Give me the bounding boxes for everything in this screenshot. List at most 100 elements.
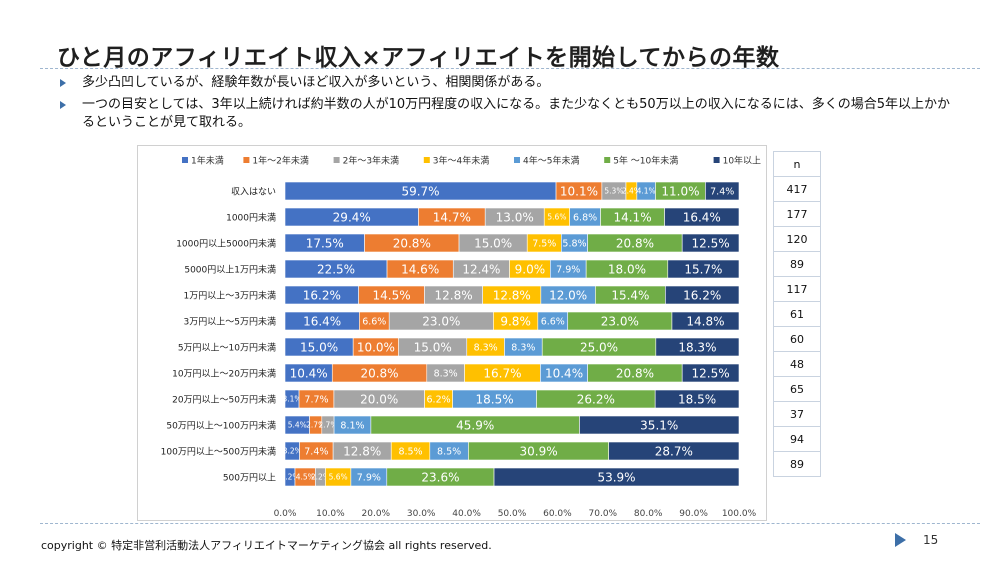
data-label: 15.0% [474, 236, 512, 250]
copyright-text: copyright © 特定非営利活動法人アフィリエイトマーケティング協会 al… [41, 539, 492, 552]
x-tick-label: 0.0% [274, 509, 297, 519]
legend-label: 2年～3年未満 [343, 155, 399, 167]
next-page-icon[interactable] [895, 533, 906, 547]
legend-swatch [604, 157, 611, 163]
data-label: 8.3% [434, 368, 458, 379]
n-value-cell: 89 [773, 251, 821, 277]
data-label: 7.5% [532, 238, 556, 249]
bar-segment [667, 259, 740, 279]
data-label: 10.4% [545, 366, 583, 380]
data-label: 3.2% [283, 447, 302, 456]
data-label: 53.9% [597, 470, 635, 484]
bar-segment [665, 285, 740, 305]
data-label: 30.9% [519, 444, 557, 458]
data-label: 10.1% [560, 184, 598, 198]
data-label: 8.1% [340, 420, 364, 431]
page-title: ひと月のアフィリエイト収入×アフィリエイトを開始してからの年数 [57, 45, 780, 71]
data-label: 12.8% [435, 288, 473, 302]
data-label: 20.8% [360, 366, 398, 380]
x-tick-label: 80.0% [634, 509, 663, 519]
n-value-cell: 65 [773, 376, 821, 402]
n-value-cell: 60 [773, 326, 821, 352]
data-label: 14.7% [433, 210, 471, 224]
data-label: 12.4% [462, 262, 500, 276]
data-label: 16.4% [303, 314, 341, 328]
n-value-cell: 94 [773, 426, 821, 452]
data-label: 15.0% [300, 340, 338, 354]
data-label: 3.1% [282, 395, 301, 404]
data-label: 23.6% [421, 470, 459, 484]
triangle-bullet-icon [60, 79, 66, 87]
legend-swatch [713, 157, 720, 163]
data-label: 2.4% [622, 187, 641, 196]
x-tick-label: 30.0% [407, 509, 436, 519]
n-value-cell: 177 [773, 201, 821, 227]
data-label: 29.4% [333, 210, 371, 224]
category-label: 1000円以上5000円未満 [176, 238, 276, 250]
n-value-cell: 37 [773, 401, 821, 427]
data-label: 5.8% [562, 238, 586, 249]
data-label: 17.5% [306, 236, 344, 250]
data-label: 2.7% [306, 421, 325, 430]
n-value-cell: 89 [773, 451, 821, 477]
bar-segment [493, 467, 740, 487]
category-label: 1万円以上～3万円未満 [184, 290, 276, 302]
data-label: 14.8% [686, 314, 724, 328]
data-label: 6.2% [427, 394, 451, 405]
data-label: 7.4% [304, 446, 328, 457]
bullet-item: 多少凸凹しているが、経験年数が長いほど収入が多いという、相関関係がある。 [60, 74, 960, 92]
category-label: 5000円以上1万円未満 [184, 264, 276, 276]
n-table: n 417 177 120 89 117 61 60 48 65 37 94 89 [773, 151, 821, 477]
x-tick-label: 90.0% [679, 509, 708, 519]
n-value-cell: 120 [773, 226, 821, 252]
category-label: 50万円以上～100万円未満 [166, 420, 276, 432]
title-divider [40, 68, 980, 69]
data-label: 7.4% [710, 186, 734, 197]
data-label: 8.5% [398, 446, 422, 457]
data-label: 12.5% [692, 366, 730, 380]
bar-segment [664, 207, 740, 227]
data-label: 13.0% [496, 210, 534, 224]
data-label: 2.2% [280, 473, 299, 482]
data-label: 16.7% [483, 366, 521, 380]
n-value-cell: 117 [773, 276, 821, 302]
x-tick-label: 10.0% [316, 509, 345, 519]
legend-swatch [182, 157, 188, 163]
data-label: 6.8% [573, 212, 597, 223]
data-label: 59.7% [401, 184, 439, 198]
data-label: 15.7% [684, 262, 722, 276]
category-label: 500万円以上 [223, 473, 276, 484]
data-label: 28.7% [655, 444, 693, 458]
data-label: 18.0% [608, 262, 646, 276]
data-label: 25.0% [580, 340, 618, 354]
data-label: 16.4% [683, 210, 721, 224]
data-label: 12.0% [549, 288, 587, 302]
bar-segment [608, 441, 740, 461]
x-tick-label: 50.0% [498, 509, 527, 519]
data-label: 6.6% [541, 316, 565, 327]
bar-segment [579, 415, 740, 435]
data-label: 5.4% [288, 421, 307, 430]
data-label: 4.1% [637, 187, 656, 196]
data-label: 8.3% [474, 342, 498, 353]
data-label: 20.8% [616, 366, 654, 380]
x-tick-label: 40.0% [452, 509, 481, 519]
chart-area: 1年未満 1年～2年未満 2年～3年未満 3年～4年未満 4年～5年未満 5年 ～10年未… [137, 145, 767, 521]
data-label: 9.8% [500, 314, 531, 328]
legend-label: 1年未満 [191, 155, 224, 167]
data-label: 9.0% [515, 262, 546, 276]
data-label: 14.1% [613, 210, 651, 224]
category-label: 収入はない [231, 186, 276, 198]
legend-label: 5年 ～10年未満 [613, 155, 678, 167]
bar-segment [655, 337, 740, 357]
footer-divider [40, 523, 980, 524]
bar-segment [681, 233, 740, 253]
data-label: 18.5% [475, 392, 513, 406]
legend-swatch [514, 157, 520, 163]
data-label: 18.5% [678, 392, 716, 406]
legend-swatch [243, 157, 250, 163]
data-label: 11.0% [661, 184, 699, 198]
data-label: 4.5% [296, 473, 315, 482]
n-header-cell: n [773, 151, 821, 177]
category-label: 10万円以上～20万円未満 [172, 368, 276, 380]
